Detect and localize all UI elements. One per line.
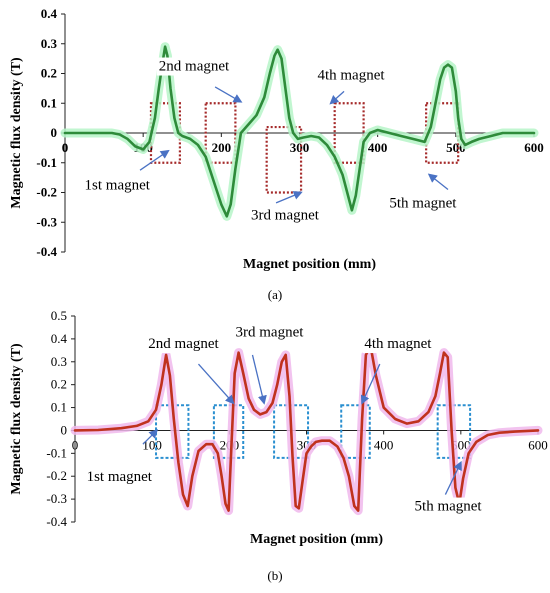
y-tick-label: 0.2 xyxy=(51,377,67,392)
annotation-background xyxy=(387,194,460,213)
annotation-arrow xyxy=(444,460,462,495)
y-tick-label: 0.1 xyxy=(41,95,57,110)
y-tick-label: 0.2 xyxy=(41,66,57,81)
annotation-arrow xyxy=(139,149,170,171)
y-tick-label: -0.1 xyxy=(36,155,57,170)
y-tick-label: -0.3 xyxy=(36,214,57,229)
x-tick-label: 600 xyxy=(524,140,544,155)
annotation-background xyxy=(249,206,322,225)
annotation-label: 1st magnet xyxy=(87,469,153,485)
annotation-background xyxy=(156,57,233,76)
annotation-label: 1st magnet xyxy=(85,178,151,194)
annotation-background xyxy=(82,176,153,195)
y-tick-label: -0.3 xyxy=(46,491,67,506)
y-tick-label: 0.3 xyxy=(41,36,58,51)
series-line xyxy=(73,344,540,512)
series-line xyxy=(63,45,536,218)
annotation-arrow xyxy=(329,90,345,105)
y-tick-label: 0.5 xyxy=(51,308,67,323)
annotation-label: 5th magnet xyxy=(389,195,457,211)
annotation-background xyxy=(315,66,388,85)
magnet-box-2 xyxy=(204,102,237,164)
annotation-arrow xyxy=(214,86,243,103)
annotation-label: 4th magnet xyxy=(364,336,432,352)
y-tick-label: 0 xyxy=(51,125,58,140)
chart-panel-a: -0.4-0.3-0.2-0.100.10.20.30.40 100 200 300 4… xyxy=(9,6,544,302)
y-tick-label: 0.4 xyxy=(51,331,68,346)
y-tick-label: -0.4 xyxy=(36,244,57,259)
x-tick-label: 400 xyxy=(368,140,388,155)
annotation-label: 4th magnet xyxy=(317,67,385,83)
y-axis-label: Magnetic flux density (T) xyxy=(9,343,24,495)
x-axis-label: Magnet position (mm) xyxy=(243,257,376,272)
annotation-background xyxy=(233,323,307,342)
x-tick-label: 300 xyxy=(290,140,310,155)
x-tick-label: 600 xyxy=(528,437,548,452)
annotation-arrow xyxy=(360,363,381,405)
annotation-background xyxy=(146,335,222,354)
x-axis-label: Magnet position (mm) xyxy=(250,532,383,547)
x-tick-label: 0 xyxy=(62,140,69,155)
annotation-label: 3rd magnet xyxy=(236,325,305,341)
annotation-label: 2nd magnet xyxy=(159,59,230,75)
annotation-background xyxy=(412,497,485,516)
annotation-background xyxy=(84,467,155,486)
annotation-arrow xyxy=(197,363,235,405)
annotation-arrow xyxy=(427,173,449,191)
annotation-label: 3rd magnet xyxy=(251,207,320,223)
magnet-box-3 xyxy=(265,125,303,194)
x-tick-label: 100 xyxy=(142,437,162,452)
series-halo xyxy=(70,341,543,516)
y-tick-label: -0.1 xyxy=(46,445,67,460)
annotation-arrow xyxy=(142,429,159,445)
panel-label: (b) xyxy=(267,568,282,583)
y-tick-label: -0.2 xyxy=(46,468,67,483)
chart-panel-b: -0.4-0.3-0.2-0.100.10.20.30.40.50 100 200 3… xyxy=(9,308,548,583)
annotation-background xyxy=(362,335,435,354)
y-tick-label: 0.3 xyxy=(51,354,67,369)
y-tick-label: -0.4 xyxy=(46,514,67,529)
x-tick-label: 200 xyxy=(212,140,232,155)
magnet-box-4 xyxy=(340,404,371,459)
x-tick-label: 400 xyxy=(374,437,394,452)
y-tick-label: 0 xyxy=(61,422,68,437)
y-tick-label: 0.1 xyxy=(51,400,67,415)
annotation-arrow xyxy=(275,191,303,204)
x-tick-label: 0 xyxy=(72,437,79,452)
y-tick-label: -0.2 xyxy=(36,185,57,200)
panel-label: (a) xyxy=(268,287,282,302)
annotation-label: 5th magnet xyxy=(415,499,483,515)
y-axis-label: Magnetic flux density (T) xyxy=(9,57,24,209)
annotation-arrow xyxy=(251,354,267,405)
y-tick-label: 0.4 xyxy=(41,6,58,21)
annotation-label: 2nd magnet xyxy=(148,336,219,352)
